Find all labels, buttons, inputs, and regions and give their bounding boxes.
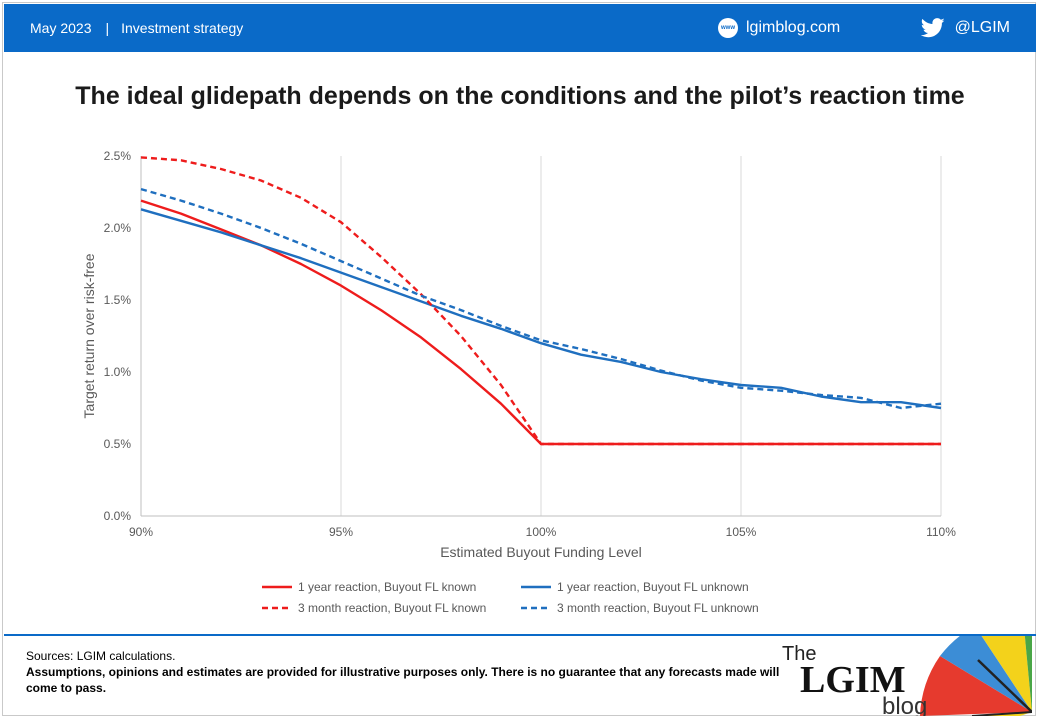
y-tick-label: 1.0% (104, 365, 132, 379)
twitter-link[interactable]: @LGIM (920, 4, 1010, 52)
logo-lgim: LGIM (800, 659, 906, 701)
header-date: May 2023 (30, 20, 92, 36)
x-tick-label: 95% (329, 525, 353, 539)
twitter-icon (920, 18, 945, 38)
chart-title: The ideal glidepath depends on the condi… (75, 82, 965, 110)
legend-label: 1 year reaction, Buyout FL unknown (557, 580, 749, 594)
x-axis-label: Estimated Buyout Funding Level (440, 544, 642, 560)
x-tick-label: 105% (726, 525, 757, 539)
chart: 0.0% 0.5% 1.0% 1.5% 2.0% 2.5% 90% 95% 100% 105% 11… (81, 149, 956, 615)
series-line-3 (140, 187, 942, 410)
y-tick-label: 0.5% (104, 437, 132, 451)
header-separator: | (105, 20, 110, 36)
y-tick-label: 2.0% (104, 221, 132, 235)
logo-the: The (782, 643, 816, 665)
logo-blog: blog (882, 693, 927, 716)
footer: Sources: LGIM calculations. Assumptions,… (26, 648, 786, 696)
twitter-handle[interactable]: @LGIM (954, 19, 1010, 36)
y-tick-label: 0.0% (104, 509, 132, 523)
y-axis-label: Target return over risk-free (81, 253, 97, 418)
footer-disclaimer: Assumptions, opinions and estimates are … (26, 665, 780, 695)
header-section[interactable]: Investment strategy (121, 20, 244, 36)
www-icon: www (718, 18, 738, 38)
x-tick-label: 110% (926, 525, 956, 539)
x-tick-label: 90% (129, 525, 153, 539)
footer-divider (4, 634, 1036, 636)
legend-label: 1 year reaction, Buyout FL known (298, 580, 476, 594)
lgim-blog-logo: The LGIM blog (782, 636, 1032, 716)
footer-sources: Sources: LGIM calculations. (26, 649, 176, 663)
website-link[interactable]: www lgimblog.com (718, 4, 840, 52)
top-bar: May 2023 | Investment strategy www lgimb… (4, 4, 1036, 52)
series-line-2 (140, 156, 941, 446)
y-tick-label: 1.5% (104, 293, 132, 307)
website-text[interactable]: lgimblog.com (746, 19, 841, 36)
legend-label: 3 month reaction, Buyout FL unknown (557, 601, 759, 615)
umbrella-icon (920, 636, 1032, 716)
x-tick-label: 100% (526, 525, 557, 539)
header-left: May 2023 | Investment strategy (30, 4, 243, 52)
legend-label: 3 month reaction, Buyout FL known (298, 601, 486, 615)
y-tick-label: 2.5% (104, 149, 132, 163)
